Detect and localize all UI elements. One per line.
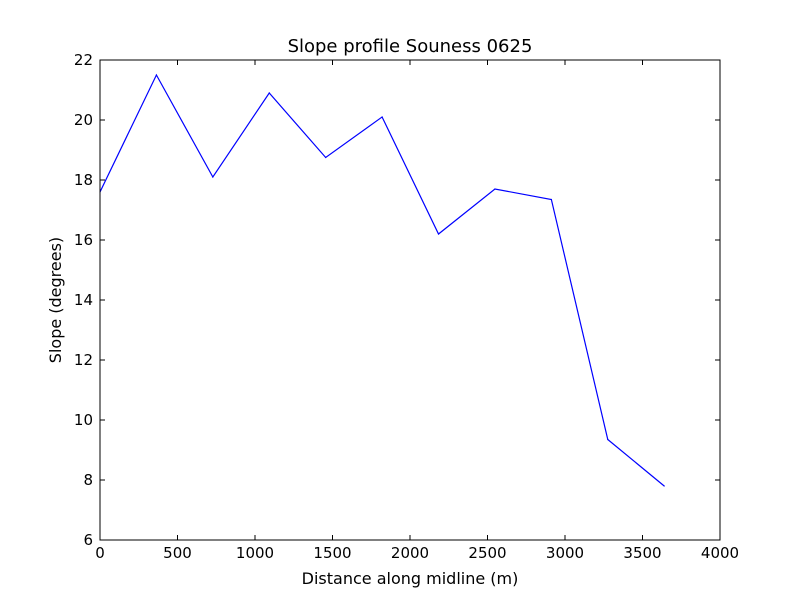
x-axis-label: Distance along midline (m) — [302, 569, 519, 588]
x-tick-label: 3500 — [623, 544, 661, 562]
y-tick-label: 16 — [74, 231, 93, 249]
slope-data-point — [607, 438, 609, 441]
chart-title: Slope profile Souness 0625 — [288, 36, 533, 57]
y-tick-label: 18 — [74, 171, 93, 189]
x-tick-label: 2500 — [468, 544, 506, 562]
y-tick-label: 14 — [74, 291, 93, 309]
x-tick-label: 2000 — [391, 544, 429, 562]
x-tick-label: 4000 — [701, 544, 739, 562]
x-tick-label: 3000 — [546, 544, 584, 562]
x-tick-label: 1500 — [313, 544, 351, 562]
slope-data-point — [155, 74, 158, 76]
y-tick-label: 10 — [74, 411, 93, 429]
y-tick-label: 20 — [74, 111, 93, 129]
slope-series-line — [99, 73, 665, 487]
axis-ticks: 0 500 1000 1500 2000 2500 3000 3500 4000 6 8 10 12 14… — [74, 51, 739, 562]
slope-data-point — [663, 485, 665, 487]
y-axis-label: Slope (degrees) — [46, 237, 65, 363]
y-tick-label: 22 — [74, 51, 93, 69]
slope-data-point — [381, 116, 383, 118]
slope-data-point — [550, 198, 552, 201]
y-tick-label: 12 — [74, 351, 93, 369]
plot-frame — [99, 59, 721, 541]
x-tick-label: 500 — [163, 544, 192, 562]
plot-area — [99, 73, 665, 487]
slope-data-point — [437, 233, 440, 235]
slope-data-point — [268, 92, 270, 94]
x-tick-label: 0 — [95, 544, 105, 562]
y-tick-label: 6 — [83, 531, 93, 549]
slope-data-point — [494, 188, 496, 190]
slope-data-point — [325, 156, 327, 159]
y-tick-label: 8 — [83, 471, 93, 489]
x-tick-label: 1000 — [236, 544, 274, 562]
slope-data-point — [212, 176, 214, 178]
